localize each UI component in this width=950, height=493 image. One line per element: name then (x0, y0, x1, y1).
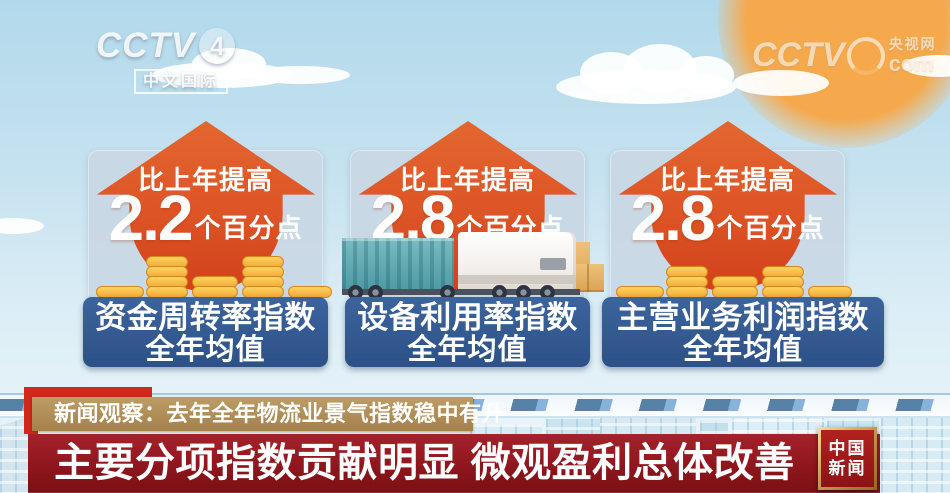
container-trailer (342, 238, 454, 290)
wheel-icon (368, 285, 383, 300)
cloud-icon (0, 218, 44, 234)
kicker-banner: 新闻观察：去年全年物流业景气指数稳中有升 (32, 397, 504, 431)
cloud-icon (733, 70, 829, 96)
china-news-badge: 中国 新闻 (818, 427, 877, 490)
cctv4-logo: CCTV 4 中文国际 (96, 26, 236, 94)
cloud-icon (250, 66, 350, 84)
increase-label: 比上年提高 (399, 165, 535, 195)
badge-line2: 新闻 (828, 458, 867, 478)
index-title: 资金周转率指数 (95, 300, 316, 335)
increase-value-row: 2.2 个百分点 (91, 186, 321, 250)
index-subtitle: 全年均值 (407, 334, 528, 366)
headline-banner: 主要分项指数贡献明显 微观盈利总体改善 中国 新闻 (28, 427, 880, 493)
increase-label: 比上年提高 (659, 165, 795, 195)
gold-coins-icon (146, 256, 188, 298)
stat-panel-capital-turnover: 比上年提高 2.2 个百分点 资金周转率指数 全年均值 (83, 120, 332, 367)
increase-value: 2.2 (108, 182, 194, 254)
stat-panel-equipment-utilization: 比上年提高 2.8 个百分点 设备利用率指数 全年均值 (342, 120, 604, 367)
increase-label: 比上年提高 (137, 165, 273, 195)
stat-panel-main-business-profit: 比上年提高 2.8 个百分点 主营业务利润指数 全年均值 (602, 120, 884, 367)
increase-value-row: 2.8 个百分点 (613, 186, 843, 250)
badge-line1: 中国 (828, 438, 867, 458)
gold-coins-icon (666, 266, 708, 298)
cctv4-logo-number: 4 (199, 28, 236, 64)
wheel-icon (492, 285, 507, 300)
gold-coins-icon (242, 256, 284, 298)
index-subtitle: 全年均值 (145, 334, 266, 366)
wheel-icon (540, 285, 555, 300)
index-title: 主营业务利润指数 (617, 300, 869, 335)
gold-coins-icon (712, 276, 758, 298)
index-title: 设备利用率指数 (357, 300, 578, 335)
increase-value: 2.8 (630, 182, 716, 254)
headline-text: 主要分项指数贡献明显 微观盈利总体改善 (54, 441, 795, 485)
index-title-banner: 设备利用率指数 全年均值 (345, 297, 590, 367)
gold-coins-icon (762, 266, 804, 298)
cctvcom-swirl-icon (846, 36, 885, 75)
cctvcom-site-name: 央视网 (888, 35, 937, 52)
cctv4-logo-text: CCTV (96, 26, 196, 65)
up-arrow-icon: 比上年提高 2.8 个百分点 (613, 120, 843, 298)
truck-icon (342, 232, 604, 300)
up-arrow-icon: 比上年提高 2.2 个百分点 (91, 120, 321, 298)
wheel-icon (440, 285, 455, 300)
cctvcom-text: CCTV (752, 36, 845, 74)
index-title-banner: 资金周转率指数 全年均值 (83, 297, 328, 367)
wheel-icon (516, 285, 531, 300)
building-illustration (881, 404, 950, 493)
kicker-accent-bar (24, 387, 152, 397)
cloud-icon (903, 55, 950, 77)
cctv4-logo-subtitle: 中文国际 (134, 69, 229, 94)
increase-unit: 个百分点 (716, 213, 825, 243)
increase-unit: 个百分点 (194, 213, 303, 243)
wheel-icon (348, 285, 363, 300)
index-subtitle: 全年均值 (682, 334, 803, 366)
cloud-icon (678, 56, 734, 94)
cctvcom-watermark: CCTV 央视网 com (752, 36, 937, 75)
cctvcom-domain: com (888, 50, 934, 76)
gold-coins-icon (192, 276, 238, 298)
index-title-banner: 主营业务利润指数 全年均值 (602, 297, 884, 367)
truck-cab (458, 232, 576, 290)
truck-chassis (342, 289, 580, 295)
